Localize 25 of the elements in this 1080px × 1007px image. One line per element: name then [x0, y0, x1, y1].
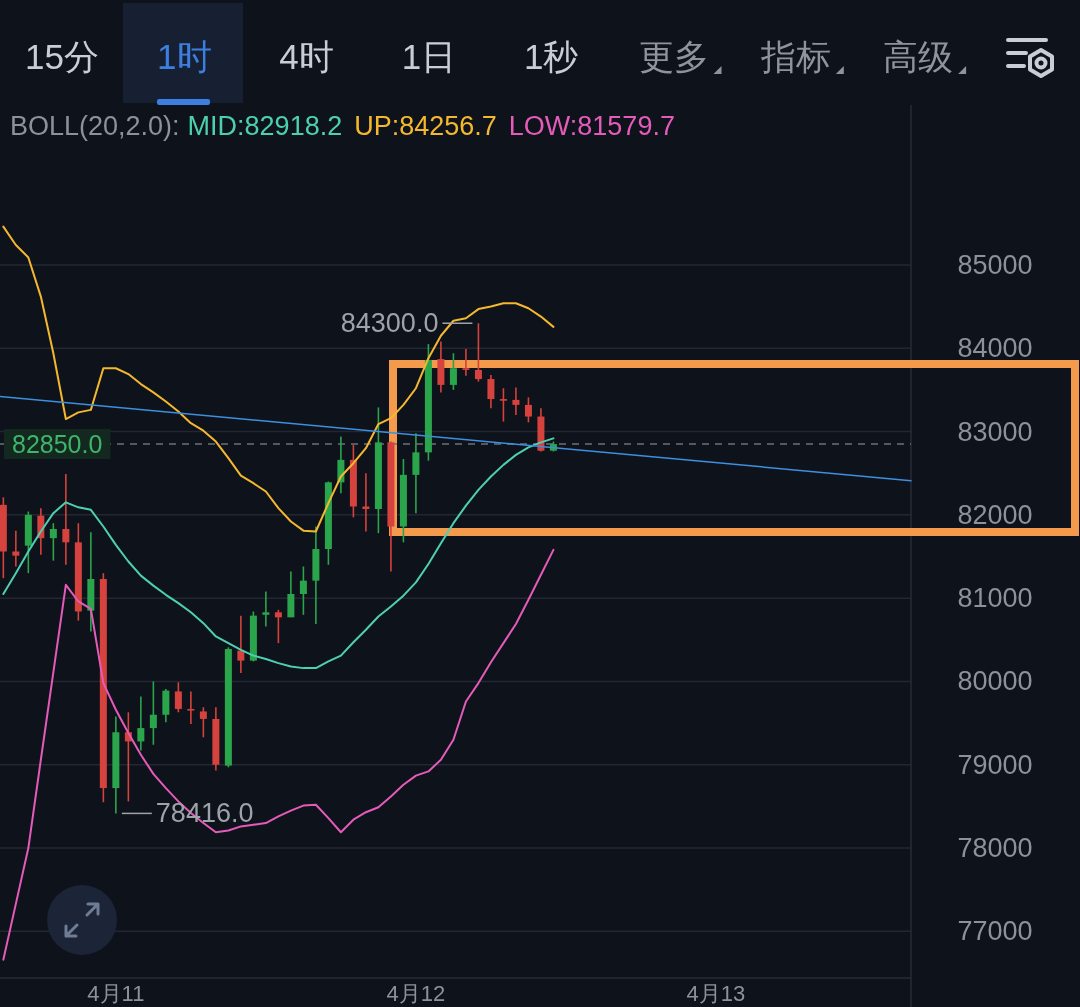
annotation: 84300.0	[340, 308, 474, 339]
ref-label: 82850.0	[4, 429, 111, 460]
y-tick-label: 77000	[957, 916, 1033, 947]
y-tick-label: 78000	[957, 833, 1033, 864]
y-tick-label: 85000	[957, 249, 1033, 280]
x-tick-label: 4月13	[686, 980, 746, 1006]
legend: BOLL(20,2.0): MID:82918.2 UP:84256.7 LOW:81579.7	[10, 111, 675, 141]
y-tick-label: 79000	[957, 749, 1033, 780]
tab-label: 1日	[401, 36, 457, 76]
tab-label: 更多	[638, 36, 709, 76]
y-tick-label: 82000	[957, 499, 1033, 530]
ref-line-label: 82850.0	[12, 430, 103, 459]
x-tick-label: 4月12	[386, 980, 446, 1006]
y-tick-label: 84000	[957, 333, 1033, 364]
tab-label: 15分	[25, 36, 99, 76]
y-tick-label: 81000	[957, 583, 1033, 614]
x-tick-label: 4月11	[87, 980, 145, 1006]
annotation: 84300.0	[340, 308, 439, 339]
tab-label: 1秒	[523, 36, 579, 76]
y-tick-label: 83000	[957, 416, 1033, 447]
tab-label: 指标	[760, 36, 831, 76]
y-tick-label: 80000	[957, 666, 1033, 697]
tab-label: 高级	[883, 36, 954, 76]
tab-label: 1时	[157, 36, 212, 76]
tab-label: 4时	[279, 36, 334, 76]
